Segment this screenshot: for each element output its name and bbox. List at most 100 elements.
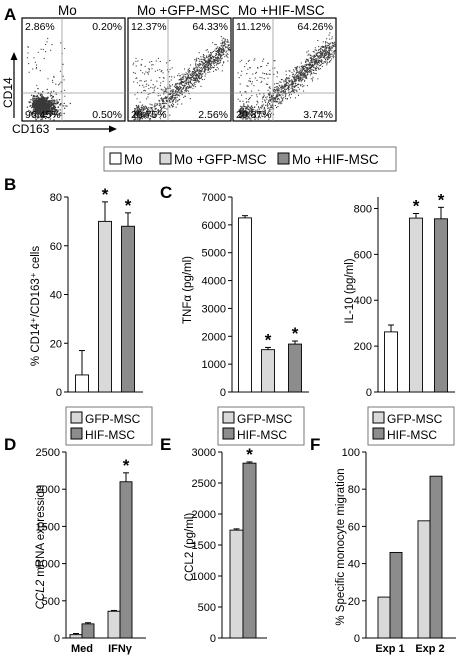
flow-dot bbox=[254, 114, 256, 116]
flow-dot bbox=[317, 67, 320, 69]
flow-dot bbox=[198, 52, 200, 54]
flow-dot bbox=[171, 67, 173, 69]
flow-dot bbox=[239, 105, 242, 107]
flow-dot bbox=[301, 71, 303, 73]
flow-dot bbox=[306, 71, 308, 73]
flow-dot bbox=[285, 84, 287, 86]
flow-dot bbox=[288, 91, 290, 93]
flow-dot bbox=[49, 110, 51, 113]
flow-dot bbox=[212, 61, 215, 63]
panel-d-chart: CCL2 mRNA expression GFP-MSC HIF-MSC 050… bbox=[35, 406, 153, 655]
flow-dot bbox=[204, 67, 206, 69]
flow-dot bbox=[194, 70, 196, 72]
flow-dot bbox=[43, 97, 45, 99]
flow-dot bbox=[191, 83, 193, 85]
flow-dot bbox=[207, 71, 209, 73]
flow-dot bbox=[50, 113, 52, 115]
flow-dot bbox=[139, 80, 141, 82]
flow-dot bbox=[309, 60, 312, 62]
flow-dot bbox=[219, 62, 221, 64]
flow-dot bbox=[203, 78, 205, 80]
flow-dot bbox=[267, 104, 269, 106]
flow-dot bbox=[196, 80, 198, 82]
flow-dot bbox=[41, 94, 43, 96]
bar bbox=[288, 343, 302, 393]
flow-dot bbox=[275, 91, 277, 93]
flow-dot bbox=[146, 115, 148, 117]
flow-dot bbox=[135, 65, 137, 67]
flow-dot bbox=[191, 70, 193, 73]
flow-dot bbox=[227, 56, 229, 58]
flow-dot bbox=[147, 110, 149, 112]
flow-dot bbox=[133, 116, 135, 118]
flow-dot bbox=[290, 87, 292, 89]
flow-dot bbox=[277, 98, 279, 100]
flow-dot bbox=[305, 61, 307, 63]
flow-dot bbox=[35, 68, 37, 70]
flow-dot bbox=[246, 108, 248, 110]
flow-dot bbox=[154, 104, 156, 106]
flow-dot bbox=[217, 53, 219, 55]
bar bbox=[377, 596, 391, 639]
flow-dot bbox=[221, 39, 223, 41]
flow-dot bbox=[299, 75, 301, 77]
flow-dot bbox=[296, 75, 298, 77]
flow-dot bbox=[45, 113, 47, 116]
flow-plot-title: Mo bbox=[58, 3, 77, 18]
flow-dot bbox=[53, 76, 55, 78]
flow-dot bbox=[261, 77, 263, 79]
flow-dot bbox=[276, 96, 278, 98]
flow-dot bbox=[211, 62, 213, 64]
flow-dot bbox=[195, 70, 197, 72]
flow-dot bbox=[175, 100, 177, 102]
flow-dot bbox=[178, 73, 180, 75]
flow-dot bbox=[195, 66, 197, 68]
flow-dot bbox=[136, 106, 138, 108]
flow-dot bbox=[300, 85, 302, 87]
flow-dot bbox=[278, 88, 280, 90]
flow-dot bbox=[150, 79, 152, 81]
flow-dot bbox=[321, 48, 323, 51]
flow-dot bbox=[36, 101, 38, 104]
flow-dot bbox=[307, 50, 309, 52]
flow-dot bbox=[226, 41, 229, 43]
flow-dot bbox=[170, 96, 172, 98]
flow-dot bbox=[149, 61, 151, 63]
flow-dot bbox=[46, 113, 48, 116]
flow-dot bbox=[304, 79, 306, 81]
flow-dot bbox=[289, 75, 291, 77]
flow-dot bbox=[168, 81, 171, 83]
flow-dot bbox=[225, 43, 227, 45]
flow-dot bbox=[136, 77, 138, 79]
flow-dot bbox=[187, 68, 189, 71]
flow-dot bbox=[256, 117, 258, 119]
flow-dot bbox=[168, 98, 170, 100]
flow-dot bbox=[179, 91, 181, 93]
flow-dot bbox=[258, 107, 260, 109]
flow-dot bbox=[147, 117, 149, 119]
flow-dot bbox=[219, 56, 222, 59]
flow-dot bbox=[281, 102, 283, 104]
flow-dot bbox=[31, 107, 33, 109]
flow-dot bbox=[196, 74, 198, 77]
flow-dot bbox=[282, 94, 284, 96]
flow-dot bbox=[309, 74, 311, 76]
flow-dot bbox=[186, 78, 188, 80]
flow-dot bbox=[194, 84, 196, 86]
flow-dot bbox=[48, 104, 50, 106]
flow-dot bbox=[165, 103, 167, 105]
flow-dot bbox=[200, 71, 202, 73]
flow-dot bbox=[299, 76, 301, 78]
flow-dot bbox=[140, 80, 142, 82]
flow-dot bbox=[218, 46, 220, 49]
flow-dot bbox=[267, 103, 269, 105]
flow-dot bbox=[157, 87, 159, 89]
flow-dot bbox=[282, 85, 284, 87]
flow-dot bbox=[240, 111, 242, 113]
flow-dot bbox=[288, 78, 290, 80]
flow-dot bbox=[164, 107, 166, 109]
flow-dot bbox=[144, 65, 146, 67]
flow-dot bbox=[296, 90, 298, 92]
flow-dot bbox=[305, 77, 308, 79]
flow-dot bbox=[186, 89, 188, 91]
